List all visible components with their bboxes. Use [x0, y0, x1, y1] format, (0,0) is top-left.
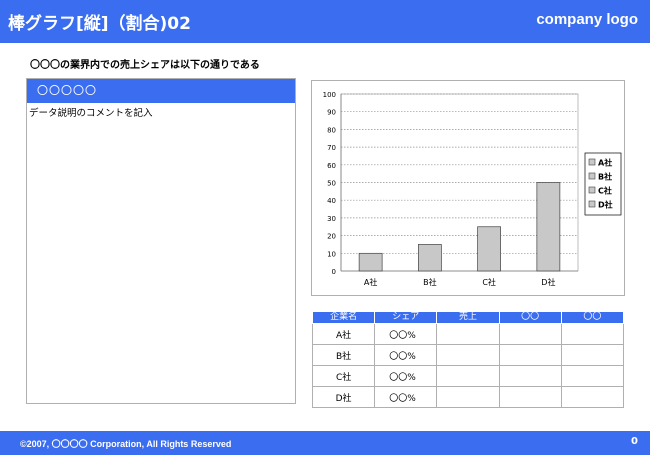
company-logo: company logo	[536, 11, 638, 28]
table-cell	[436, 344, 500, 366]
table-header-sales: 売上	[436, 311, 500, 324]
comment-panel-text[interactable]: データ説明のコメントを記入	[29, 108, 153, 119]
y-tick-label: 70	[327, 144, 336, 152]
legend-swatch	[588, 158, 596, 166]
table-cell	[498, 365, 562, 387]
bar	[477, 226, 501, 272]
x-tick-label: B社	[423, 277, 437, 287]
table-header-share: シェア	[374, 311, 438, 324]
table-cell: C社	[311, 365, 376, 387]
bar-chart: 0 10 20 30 40 50 60 70 80 90 100 A社 B社 C社 D社 A社 B社 C社 D社	[311, 80, 625, 296]
table-row: A社 〇〇%	[311, 323, 625, 345]
table-cell	[560, 323, 625, 345]
bar	[536, 182, 561, 272]
legend-label: C社	[598, 186, 612, 196]
table-cell: 〇〇%	[374, 365, 438, 387]
table-cell: 〇〇%	[374, 344, 438, 366]
copyright-text: ©2007, 〇〇〇〇 Corporation, All Rights Rese…	[20, 439, 232, 449]
table-row: B社 〇〇%	[311, 344, 625, 366]
table-cell	[436, 323, 500, 345]
bar	[418, 244, 442, 272]
x-tick-label: C社	[482, 277, 496, 287]
table-cell	[560, 386, 625, 408]
table-cell: 〇〇%	[374, 323, 438, 345]
table-row: D社 〇〇%	[311, 386, 625, 408]
legend-swatch	[588, 172, 596, 180]
table-cell	[498, 323, 562, 345]
y-tick-label: 20	[327, 233, 336, 241]
y-tick-label: 40	[327, 197, 336, 205]
y-tick-label: 50	[327, 180, 336, 188]
y-tick-label: 60	[327, 162, 336, 170]
table-cell: A社	[311, 323, 376, 345]
page-title: 棒グラフ[縦]（割合)02	[8, 14, 191, 34]
comment-panel-heading: 〇〇〇〇〇	[27, 79, 295, 103]
header-bar: 棒グラフ[縦]（割合)02 company logo	[0, 0, 650, 43]
share-table: 企業名 シェア 売上 〇〇 〇〇 A社 〇〇% B社 〇〇%	[311, 311, 625, 408]
table-header-col4: 〇〇	[498, 311, 562, 324]
x-tick-label: D社	[541, 277, 555, 287]
table-cell	[436, 386, 500, 408]
y-tick-label: 90	[327, 109, 336, 117]
x-tick-label: A社	[364, 277, 377, 287]
table-header-company: 企業名	[311, 311, 376, 324]
legend-swatch	[588, 186, 596, 194]
y-tick-label: 80	[327, 126, 336, 134]
bar	[358, 252, 383, 272]
y-tick-label: 30	[327, 215, 336, 223]
legend-swatch	[588, 200, 596, 208]
table-cell	[498, 386, 562, 408]
slide-subtitle: 〇〇〇の業界内での売上シェアは以下の通りである	[30, 60, 260, 71]
share-table-wrap: 企業名 シェア 売上 〇〇 〇〇 A社 〇〇% B社 〇〇%	[311, 311, 625, 408]
y-tick-label: 100	[323, 91, 336, 99]
y-tick-label: 10	[327, 250, 336, 258]
legend-label: D社	[598, 200, 613, 210]
bar-chart-svg: 0 10 20 30 40 50 60 70 80 90 100 A社 B社 C社 D社 A社 B社 C社 D社	[323, 91, 622, 287]
table-cell	[560, 365, 625, 387]
legend-label: B社	[598, 172, 612, 182]
table-header-row: 企業名 シェア 売上 〇〇 〇〇	[311, 311, 625, 324]
comment-panel: 〇〇〇〇〇 データ説明のコメントを記入	[26, 78, 296, 404]
table-header-col5: 〇〇	[560, 311, 625, 324]
table-cell	[436, 365, 500, 387]
y-tick-label: 0	[332, 268, 336, 276]
table-cell	[498, 344, 562, 366]
table-cell: B社	[311, 344, 376, 366]
table-cell: 〇〇%	[374, 386, 438, 408]
legend-label: A社	[598, 158, 612, 168]
table-cell	[560, 344, 625, 366]
footer-bar: ©2007, 〇〇〇〇 Corporation, All Rights Rese…	[0, 431, 650, 455]
table-cell: D社	[311, 386, 376, 408]
page-number: 0	[631, 436, 638, 447]
table-row: C社 〇〇%	[311, 365, 625, 387]
plot-frame	[340, 93, 579, 272]
